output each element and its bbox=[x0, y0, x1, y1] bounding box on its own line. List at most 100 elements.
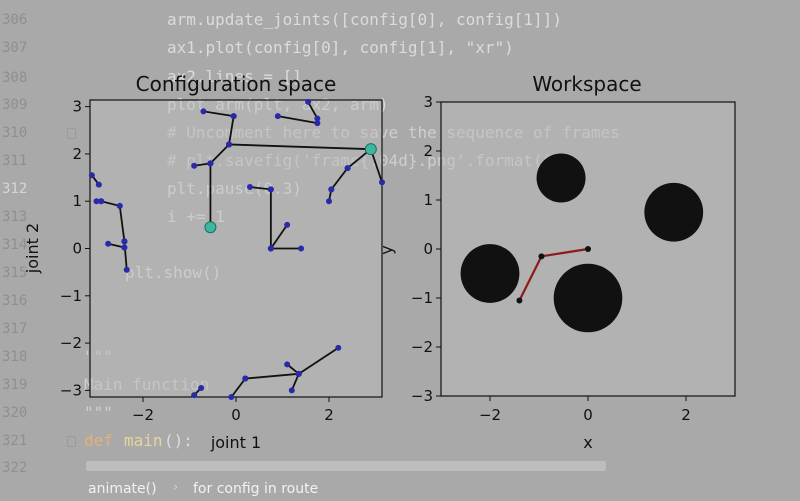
code-line[interactable]: arm.update_joints([config[0], config[1]]… bbox=[167, 10, 562, 29]
horizontal-scrollbar[interactable] bbox=[86, 461, 606, 471]
plot-figure: Configuration space joint 1 joint 2 −2 0 2… bbox=[23, 72, 736, 452]
path-node bbox=[335, 344, 342, 351]
line-number: 318 bbox=[2, 349, 28, 365]
path-node bbox=[284, 361, 291, 368]
path-segment bbox=[228, 143, 371, 151]
path-node bbox=[267, 186, 274, 193]
code-line[interactable]: ax2.lines = [] bbox=[167, 67, 302, 86]
y-tick-label: −2 bbox=[60, 334, 82, 352]
code-line[interactable]: (): bbox=[164, 431, 193, 450]
path-segment bbox=[203, 110, 234, 117]
x-tick-label: 0 bbox=[231, 406, 241, 424]
y-tick-label: −1 bbox=[60, 287, 82, 305]
path-node bbox=[191, 162, 198, 169]
arm-link bbox=[541, 247, 589, 258]
y-tick-label: −2 bbox=[411, 338, 433, 356]
path-node bbox=[207, 160, 214, 167]
path-node bbox=[325, 198, 332, 205]
line-number: 322 bbox=[2, 460, 28, 476]
y-tick-label: −3 bbox=[411, 387, 433, 405]
line-number: 308 bbox=[2, 70, 28, 86]
arm-joint bbox=[585, 246, 591, 252]
path-node bbox=[242, 375, 249, 382]
arm-joint bbox=[516, 297, 523, 304]
path-node bbox=[226, 141, 233, 148]
docstring-line[interactable]: """ bbox=[84, 403, 113, 422]
y-tick-label: −1 bbox=[411, 289, 433, 307]
path-node bbox=[230, 113, 237, 120]
path-node bbox=[328, 186, 335, 193]
line-number: 321 bbox=[2, 433, 28, 449]
function-name[interactable]: main bbox=[124, 431, 163, 450]
obstacle bbox=[460, 244, 520, 303]
y-tick-label: −3 bbox=[60, 381, 82, 399]
workspace-ylabel: y bbox=[377, 245, 396, 254]
line-number-active: 312 bbox=[2, 181, 28, 197]
path-segment bbox=[100, 200, 120, 207]
path-node bbox=[200, 108, 207, 115]
path-segment bbox=[249, 186, 271, 191]
path-node bbox=[344, 165, 351, 172]
breadcrumb-item-loop[interactable]: for config in route bbox=[193, 481, 319, 497]
line-number: 314 bbox=[2, 237, 28, 253]
path-node bbox=[298, 245, 305, 252]
fold-icon[interactable] bbox=[67, 436, 76, 447]
line-number: 317 bbox=[2, 321, 28, 337]
line-number: 309 bbox=[2, 97, 28, 113]
path-node bbox=[98, 198, 105, 205]
line-number: 319 bbox=[2, 377, 28, 393]
config-space-ylabel: joint 2 bbox=[23, 223, 42, 274]
config-space-title: Configuration space bbox=[136, 72, 337, 96]
path-node bbox=[88, 172, 95, 179]
path-node bbox=[93, 198, 100, 205]
y-tick-label: 0 bbox=[72, 240, 82, 258]
path-node bbox=[121, 244, 128, 251]
line-number: 316 bbox=[2, 293, 28, 309]
breadcrumb-item-animate[interactable]: animate() bbox=[88, 481, 157, 497]
line-number: 315 bbox=[2, 265, 28, 281]
path-node bbox=[305, 98, 312, 105]
path-node bbox=[267, 245, 274, 252]
workspace-xlabel: x bbox=[583, 433, 592, 452]
path-segment bbox=[330, 167, 349, 190]
x-tick-label: 2 bbox=[681, 406, 691, 424]
workspace-title: Workspace bbox=[532, 72, 641, 96]
x-tick-label: 2 bbox=[324, 406, 334, 424]
path-segment bbox=[118, 205, 126, 242]
line-number: 311 bbox=[2, 153, 28, 169]
config-space-frame bbox=[89, 99, 383, 398]
breadcrumb: animate() › for config in route bbox=[0, 478, 800, 501]
path-node bbox=[228, 394, 235, 400]
path-node bbox=[314, 120, 321, 127]
breadcrumb-separator-icon: › bbox=[173, 480, 179, 495]
goal-marker bbox=[364, 143, 377, 156]
path-node bbox=[191, 392, 198, 399]
path-segment bbox=[270, 224, 288, 250]
path-node bbox=[295, 370, 302, 377]
def-keyword[interactable]: def bbox=[84, 431, 113, 450]
path-node bbox=[95, 181, 102, 188]
arm-link bbox=[518, 255, 543, 301]
y-tick-label: 1 bbox=[423, 191, 433, 209]
obstacle bbox=[553, 263, 623, 333]
path-node bbox=[123, 266, 130, 273]
obstacle bbox=[644, 182, 704, 242]
path-segment bbox=[209, 143, 230, 165]
path-node bbox=[274, 113, 281, 120]
y-tick-label: 2 bbox=[423, 142, 433, 160]
y-tick-label: 0 bbox=[423, 240, 433, 258]
y-tick-label: 2 bbox=[72, 145, 82, 163]
y-tick-label: 3 bbox=[423, 93, 433, 111]
code-line[interactable]: ax1.plot(config[0], config[1], "xr") bbox=[167, 38, 514, 57]
start-marker bbox=[204, 221, 217, 234]
arm-joint bbox=[538, 253, 545, 260]
workspace-axes: Workspace x y −2 0 2 3 2 1 0 −1 −2 −3 bbox=[377, 72, 736, 452]
line-number: 307 bbox=[2, 40, 28, 56]
x-tick-label: −2 bbox=[479, 406, 501, 424]
path-node bbox=[379, 179, 385, 186]
fold-icon[interactable] bbox=[67, 128, 76, 139]
path-node bbox=[121, 238, 128, 245]
path-segment bbox=[307, 101, 319, 119]
path-node bbox=[284, 221, 291, 228]
path-node bbox=[246, 184, 253, 191]
